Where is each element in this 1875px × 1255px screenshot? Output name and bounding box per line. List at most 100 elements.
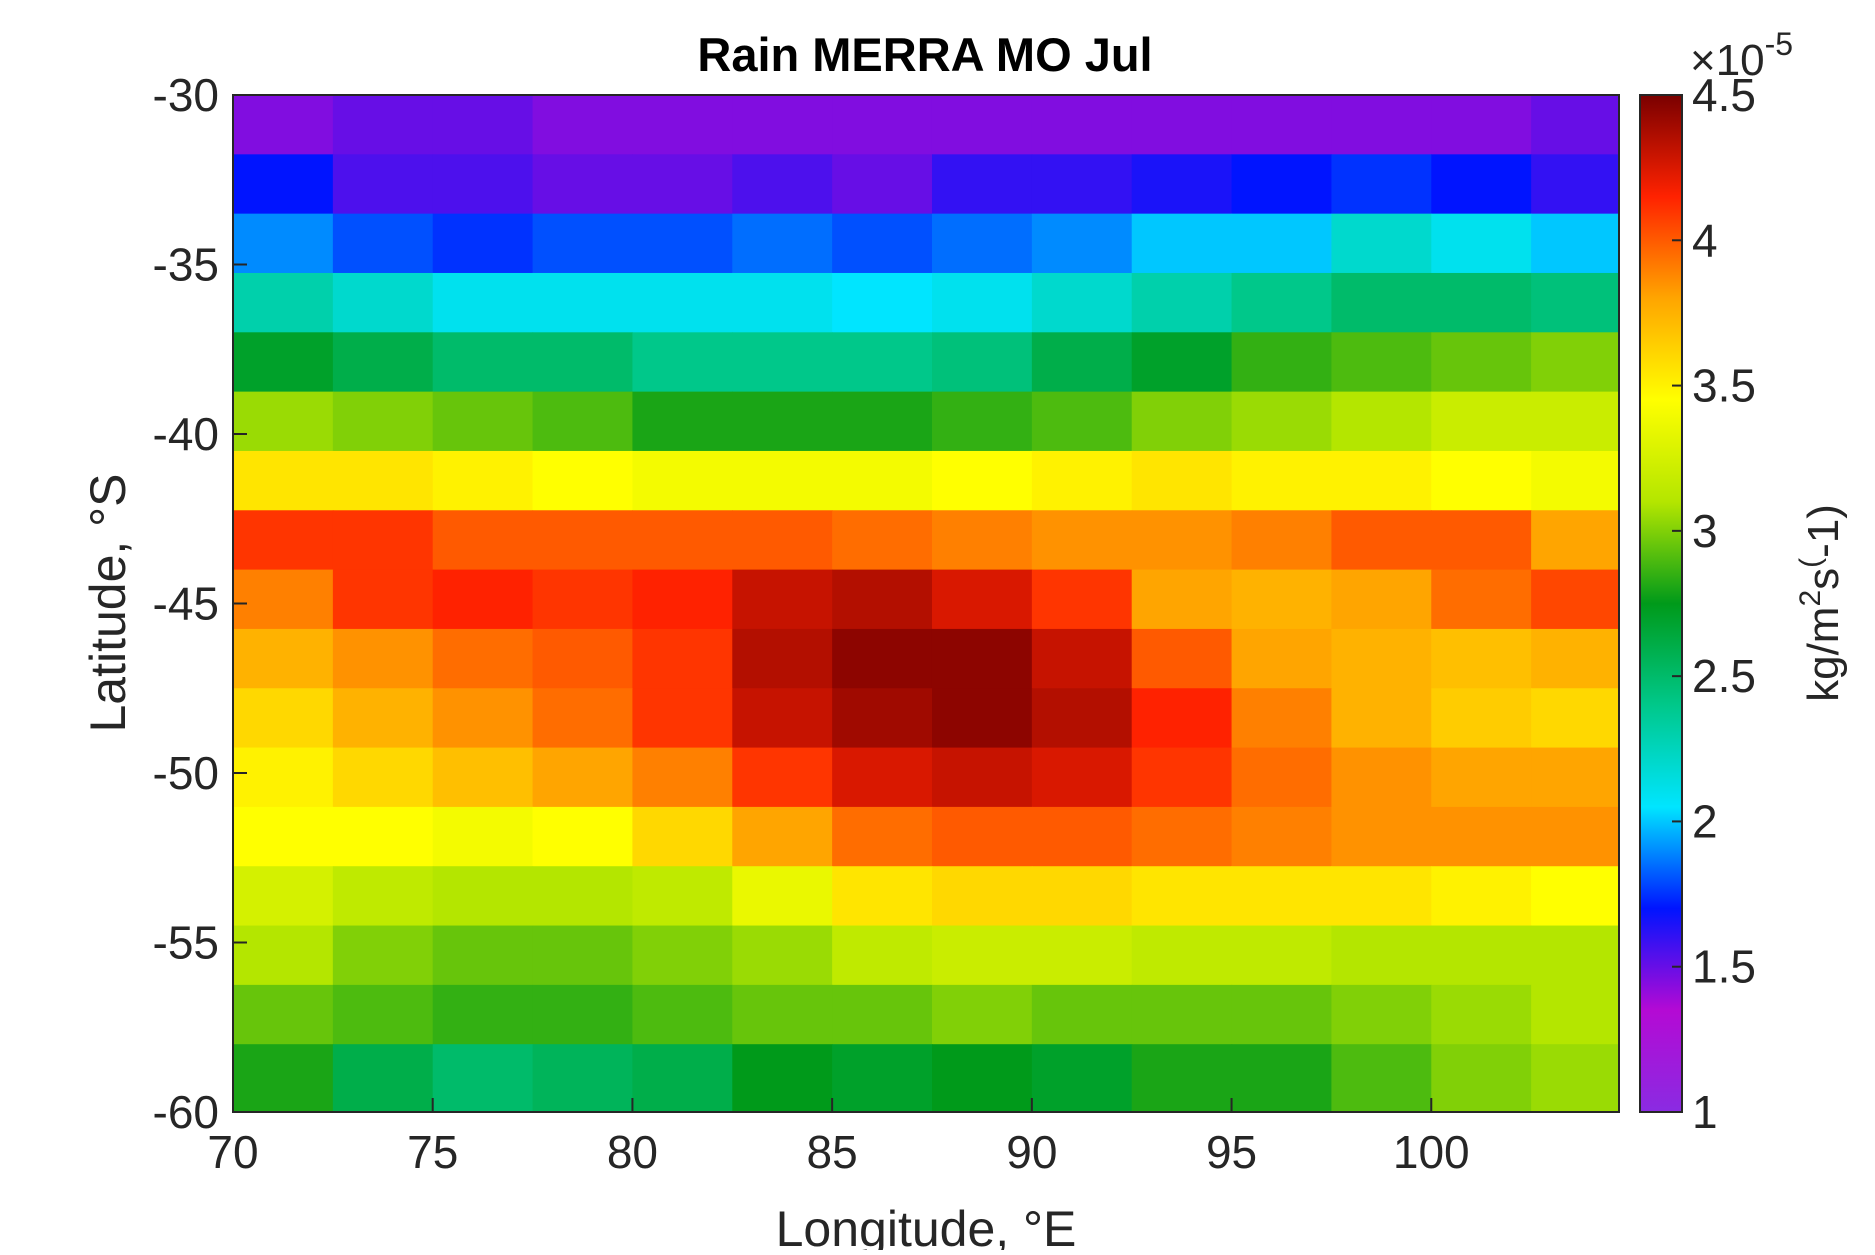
heatmap-cell xyxy=(1031,688,1133,749)
heatmap-cell xyxy=(1231,272,1333,333)
heatmap-cell xyxy=(233,154,334,215)
heatmap-cell xyxy=(632,984,733,1045)
heatmap-cell xyxy=(1531,688,1620,749)
heatmap-cell xyxy=(1431,154,1532,215)
heatmap-cell xyxy=(1331,747,1432,808)
colorbar-label: kg/m2s(-1) xyxy=(1794,504,1848,702)
heatmap-cell xyxy=(532,332,634,393)
colorbar-tick-label: 4.5 xyxy=(1692,69,1756,121)
heatmap-cell xyxy=(1431,450,1532,511)
heatmap-cell xyxy=(732,450,833,511)
colorbar-multiplier-base: ×10 xyxy=(1690,36,1765,85)
heatmap-cell xyxy=(632,510,733,571)
heatmap-cell xyxy=(233,628,334,689)
heatmap-cell xyxy=(1131,569,1233,630)
heatmap-cell xyxy=(931,450,1033,511)
heatmap-cell xyxy=(832,806,933,867)
heatmap-cell xyxy=(1031,866,1133,927)
x-tick-label: 95 xyxy=(1206,1126,1257,1178)
heatmap-cell xyxy=(632,450,733,511)
colorbar-tick-label: 2.5 xyxy=(1692,650,1756,702)
heatmap-cell xyxy=(931,332,1033,393)
heatmap-cell xyxy=(332,866,434,927)
heatmap-cell xyxy=(233,688,334,749)
y-tick-label: -40 xyxy=(153,408,219,460)
heatmap-cell xyxy=(732,866,833,927)
heatmap-cell xyxy=(233,925,334,986)
heatmap-cell xyxy=(1031,806,1133,867)
heatmap-cell xyxy=(233,272,334,333)
heatmap-cell xyxy=(332,747,434,808)
heatmap-cell xyxy=(1531,1044,1620,1113)
colorbar-ticks: 1 1.5 2 2.5 3 3.5 4 4.5 xyxy=(1672,69,1756,1138)
heatmap-cell xyxy=(1331,213,1432,274)
heatmap-cell xyxy=(1031,95,1133,155)
heatmap-cell xyxy=(1031,510,1133,571)
heatmap-cell xyxy=(532,806,634,867)
heatmap-cell xyxy=(332,272,434,333)
heatmap-cell xyxy=(532,569,634,630)
heatmap-cell xyxy=(532,984,634,1045)
heatmap-cell xyxy=(233,806,334,867)
heatmap-cell xyxy=(1131,213,1233,274)
heatmap-cell xyxy=(931,984,1033,1045)
heatmap-cell xyxy=(1531,569,1620,630)
heatmap-cell xyxy=(1231,1044,1333,1113)
heatmap-cell xyxy=(732,1044,833,1113)
heatmap-cell xyxy=(732,925,833,986)
heatmap-cell xyxy=(1431,510,1532,571)
heatmap-cell xyxy=(1031,984,1133,1045)
heatmap-cell xyxy=(1131,866,1233,927)
heatmap-cell xyxy=(432,272,534,333)
heatmap-cell xyxy=(931,154,1033,215)
heatmap-cell xyxy=(432,391,534,452)
heatmap-cell xyxy=(931,569,1033,630)
heatmap-cell xyxy=(432,688,534,749)
heatmap-cell xyxy=(832,510,933,571)
heatmap-cell xyxy=(1131,688,1233,749)
y-tick-label: -50 xyxy=(153,747,219,799)
heatmap-cell xyxy=(1031,925,1133,986)
heatmap-cell xyxy=(1231,450,1333,511)
heatmap-cell xyxy=(332,332,434,393)
heatmap-cell xyxy=(332,628,434,689)
heatmap-cell xyxy=(632,154,733,215)
heatmap-cell xyxy=(1131,806,1233,867)
heatmap-cell xyxy=(832,866,933,927)
heatmap-cell xyxy=(732,154,833,215)
heatmap-cell xyxy=(332,688,434,749)
heatmap-cell xyxy=(1131,1044,1233,1113)
heatmap-cell xyxy=(233,866,334,927)
chart-title: Rain MERRA MO Jul xyxy=(697,28,1152,81)
colorbar-label-part-1: kg/m xyxy=(1799,607,1848,702)
heatmap-cell xyxy=(432,450,534,511)
heatmap-cell xyxy=(233,569,334,630)
heatmap-cell xyxy=(1231,688,1333,749)
heatmap-cell xyxy=(1531,272,1620,333)
heatmap-cell xyxy=(1331,628,1432,689)
heatmap-cell xyxy=(1231,391,1333,452)
heatmap-cell xyxy=(332,806,434,867)
heatmap-cell xyxy=(432,154,534,215)
heatmap-cell xyxy=(233,1044,334,1113)
heatmap-cell xyxy=(233,95,334,155)
heatmap-cell xyxy=(632,391,733,452)
heatmap-cell xyxy=(832,391,933,452)
heatmap-cell xyxy=(832,95,933,155)
heatmap-cell xyxy=(532,866,634,927)
heatmap-cell xyxy=(632,866,733,927)
heatmap-cell xyxy=(931,688,1033,749)
heatmap-cell xyxy=(832,213,933,274)
colorbar-multiplier: ×10-5 xyxy=(1690,26,1793,85)
heatmap-cell xyxy=(432,510,534,571)
heatmap-cell xyxy=(1431,984,1532,1045)
heatmap-cell xyxy=(332,95,434,155)
heatmap-cell xyxy=(1531,747,1620,808)
colorbar-multiplier-exponent: -5 xyxy=(1765,26,1793,62)
heatmap-cell xyxy=(1331,95,1432,155)
colorbar-tick-label: 4 xyxy=(1692,214,1718,266)
heatmap-cell xyxy=(233,984,334,1045)
colorbar-tick-label: 3 xyxy=(1692,505,1718,557)
